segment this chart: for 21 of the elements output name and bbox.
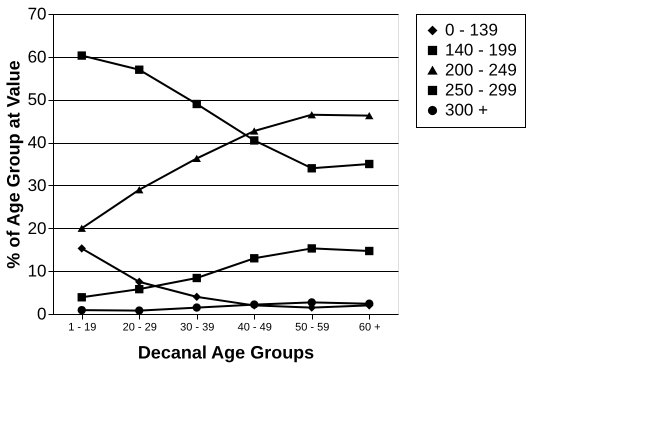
legend-label: 140 - 199 bbox=[445, 40, 517, 60]
x-tick-label: 1 - 19 bbox=[68, 322, 96, 334]
x-axis-title: Decanal Age Groups bbox=[138, 342, 314, 362]
x-tick-label: 30 - 39 bbox=[180, 322, 214, 334]
y-tick-label: 30 bbox=[28, 176, 46, 195]
y-tick-label: 40 bbox=[28, 133, 46, 152]
y-tick-label: 60 bbox=[28, 47, 46, 66]
x-tick-label: 60 + bbox=[358, 322, 381, 334]
legend-label: 250 - 299 bbox=[445, 80, 517, 100]
y-tick-label: 0 bbox=[37, 304, 46, 324]
legend-label: 200 - 249 bbox=[445, 60, 517, 80]
x-tick-label: 20 - 29 bbox=[122, 322, 157, 334]
y-tick-label: 70 bbox=[28, 4, 46, 24]
y-tick-label: 10 bbox=[28, 262, 46, 281]
y-tick-label: 50 bbox=[28, 90, 46, 110]
x-tick-label: 40 - 49 bbox=[238, 322, 272, 334]
y-tick-label: 20 bbox=[28, 218, 46, 238]
x-tick-label: 50 - 59 bbox=[295, 322, 330, 334]
legend-label: 300 + bbox=[445, 100, 488, 120]
y-axis-title: % of Age Group at Value bbox=[4, 60, 24, 269]
legend-label: 0 - 139 bbox=[445, 20, 498, 40]
